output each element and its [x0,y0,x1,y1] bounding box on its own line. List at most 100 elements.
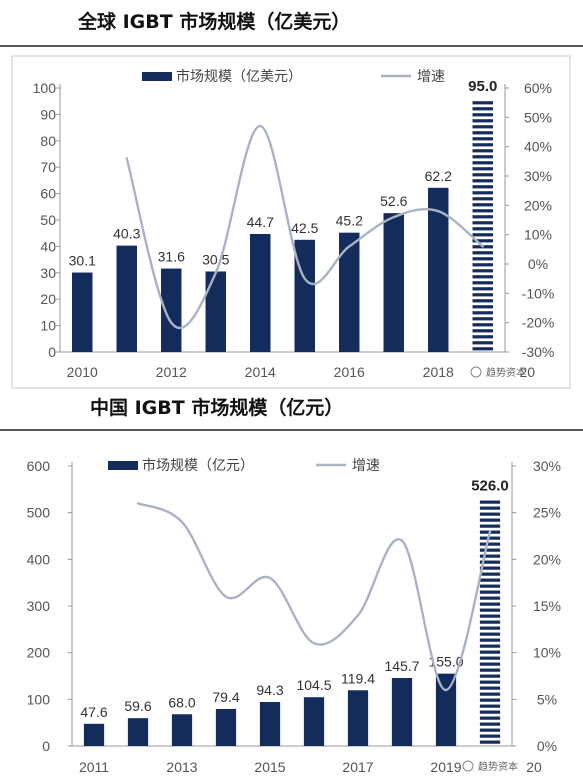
bar-forecast-stripe [479,572,501,576]
bar-forecast-stripe [472,215,493,219]
bar-forecast-stripe [479,638,501,642]
y2-tick-label: 5% [537,691,557,707]
legend-bar-swatch [108,461,138,470]
bar-forecast-stripe [479,674,501,678]
data-label: 30.5 [202,251,229,267]
data-label: 119.4 [341,670,375,686]
y2-tick-label: 15% [533,598,561,614]
bar-forecast-stripe [472,149,493,153]
bar-forecast-stripe [472,347,493,351]
bar-forecast-stripe [472,251,493,255]
bar-forecast-stripe [472,113,493,117]
bar [83,723,105,746]
bar [347,690,369,746]
data-label: 31.6 [158,249,185,265]
bar [127,718,149,746]
bar-forecast-stripe [479,626,501,630]
data-label: 95.0 [468,78,497,95]
y-tick-label: 70 [40,159,56,175]
bar-forecast-stripe [472,293,493,297]
bar-forecast-stripe [479,512,501,516]
bar-forecast-stripe [479,506,501,510]
bar-forecast-stripe [479,554,501,558]
bar-forecast-stripe [472,335,493,339]
y-tick-label: 20 [40,291,56,307]
bar-forecast-stripe [479,524,501,528]
bar [72,272,93,352]
legend-bar-swatch [142,72,172,81]
watermark-text: 趋势资本 [478,760,518,773]
y-tick-label: 80 [40,133,56,149]
data-label: 30.1 [69,253,96,269]
bar-forecast-stripe [479,716,501,720]
y-tick-label: 500 [27,505,51,521]
bar-forecast-stripe [472,299,493,303]
bar-forecast-stripe [479,518,501,522]
data-label: 79.4 [212,689,239,705]
bar-forecast-stripe [472,341,493,345]
bar-forecast-stripe [472,233,493,237]
y-tick-label: 90 [40,106,56,122]
bar-forecast-stripe [472,281,493,285]
bar [339,232,360,352]
y-tick-label: 200 [27,645,51,661]
watermark-text: 趋势资本 [486,366,526,379]
bar-forecast-stripe [479,680,501,684]
bar-forecast-stripe [479,704,501,708]
chart-2: 中国 IGBT 市场规模（亿元） 0 100 200 300 400 500 600 0% 5% 1… [0,396,583,775]
bar-forecast-stripe [479,722,501,726]
legend-line-label: 增速 [352,458,380,474]
bar-forecast-stripe [479,650,501,654]
y2-tick-label: 25% [533,505,561,521]
bar-forecast-stripe [479,590,501,594]
y2-tick-label: 0% [528,256,548,272]
bar-forecast-stripe [479,578,501,582]
y2-tick-label: 0% [537,738,557,754]
y2-tick-label: -30% [522,344,555,360]
bar-forecast-stripe [472,167,493,171]
x-tick-label: 2014 [245,364,276,380]
watermark: 趋势资本 [470,366,526,379]
bar [250,233,271,352]
y-tick-label: 10 [40,318,56,334]
bar [294,239,315,352]
bar-forecast-stripe [472,107,493,111]
data-label: 68.0 [168,694,195,710]
bar [171,714,193,746]
bar-forecast-stripe [479,536,501,540]
bar-forecast-stripe [472,263,493,267]
bar-forecast-stripe [472,275,493,279]
bar-forecast-stripe [479,620,501,624]
bar-forecast-stripe [479,542,501,546]
bar-forecast-stripe [479,710,501,714]
data-label: 155.0 [428,654,463,670]
bar-forecast-stripe [472,221,493,225]
bar [161,268,182,352]
x-tick-label: 20 [526,759,542,775]
bar [215,708,237,746]
bar-forecast-stripe [472,161,493,165]
data-label: 62.2 [425,168,452,184]
y-tick-label: 100 [27,691,51,707]
bar-forecast [479,500,501,744]
bar-forecast-stripe [472,131,493,135]
y2-tick-label: 30% [533,458,561,474]
bar-forecast-stripe [479,662,501,666]
y2-tick-label: 20% [524,197,552,213]
bar-forecast-stripe [472,101,493,105]
data-label: 44.7 [247,214,274,230]
bar-forecast-stripe [472,143,493,147]
x-tick-label: 2012 [156,364,187,380]
plot-frame [11,55,571,389]
x-tick-label: 2011 [79,759,109,775]
bar-forecast-stripe [479,548,501,552]
data-label: 526.0 [471,478,509,495]
data-label: 145.7 [384,658,419,674]
data-label: 59.6 [124,698,151,714]
bar-forecast-stripe [479,734,501,738]
chart-title: 全球 IGBT 市场规模（亿美元） [77,10,350,33]
growth-line [136,502,492,692]
legend-bar-label: 市场规模（亿元） [142,457,254,474]
bar [428,187,449,352]
